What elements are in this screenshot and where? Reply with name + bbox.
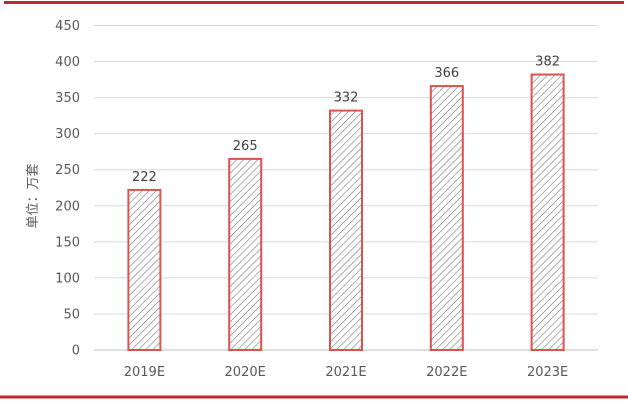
data-label: 332 bbox=[334, 91, 359, 106]
bar bbox=[429, 85, 464, 351]
y-tick-label: 150 bbox=[55, 235, 80, 250]
bar bbox=[530, 73, 565, 351]
bar bbox=[228, 157, 263, 351]
bar bbox=[127, 188, 162, 351]
x-tick-label: 2019E bbox=[124, 365, 165, 380]
x-tick-label: 2021E bbox=[325, 365, 366, 380]
y-tick-label: 100 bbox=[55, 271, 80, 286]
x-tick-label: 2023E bbox=[527, 365, 568, 380]
x-axis-ticks: 2019E 2020E 2021E 2022E 2023E bbox=[124, 365, 569, 380]
data-label: 222 bbox=[132, 170, 157, 185]
data-label: 366 bbox=[434, 66, 459, 81]
y-tick-label: 450 bbox=[55, 19, 80, 34]
y-axis-ticks: 0 50 100 150 200 250 300 350 400 450 bbox=[55, 19, 80, 359]
y-tick-label: 0 bbox=[72, 344, 80, 359]
bars bbox=[127, 73, 565, 351]
y-tick-label: 350 bbox=[55, 91, 80, 106]
x-tick-label: 2020E bbox=[225, 365, 266, 380]
y-axis-label: 单位：万套 bbox=[25, 163, 41, 228]
data-label: 382 bbox=[535, 55, 560, 70]
bar bbox=[329, 109, 363, 351]
value-labels: 222 265 332 366 382 bbox=[132, 55, 560, 185]
data-label: 265 bbox=[233, 139, 258, 154]
y-tick-label: 50 bbox=[63, 307, 80, 322]
x-tick-label: 2022E bbox=[426, 365, 467, 380]
y-tick-label: 400 bbox=[55, 55, 80, 70]
y-tick-label: 250 bbox=[55, 163, 80, 178]
y-tick-label: 300 bbox=[55, 127, 80, 142]
y-tick-label: 200 bbox=[55, 199, 80, 214]
